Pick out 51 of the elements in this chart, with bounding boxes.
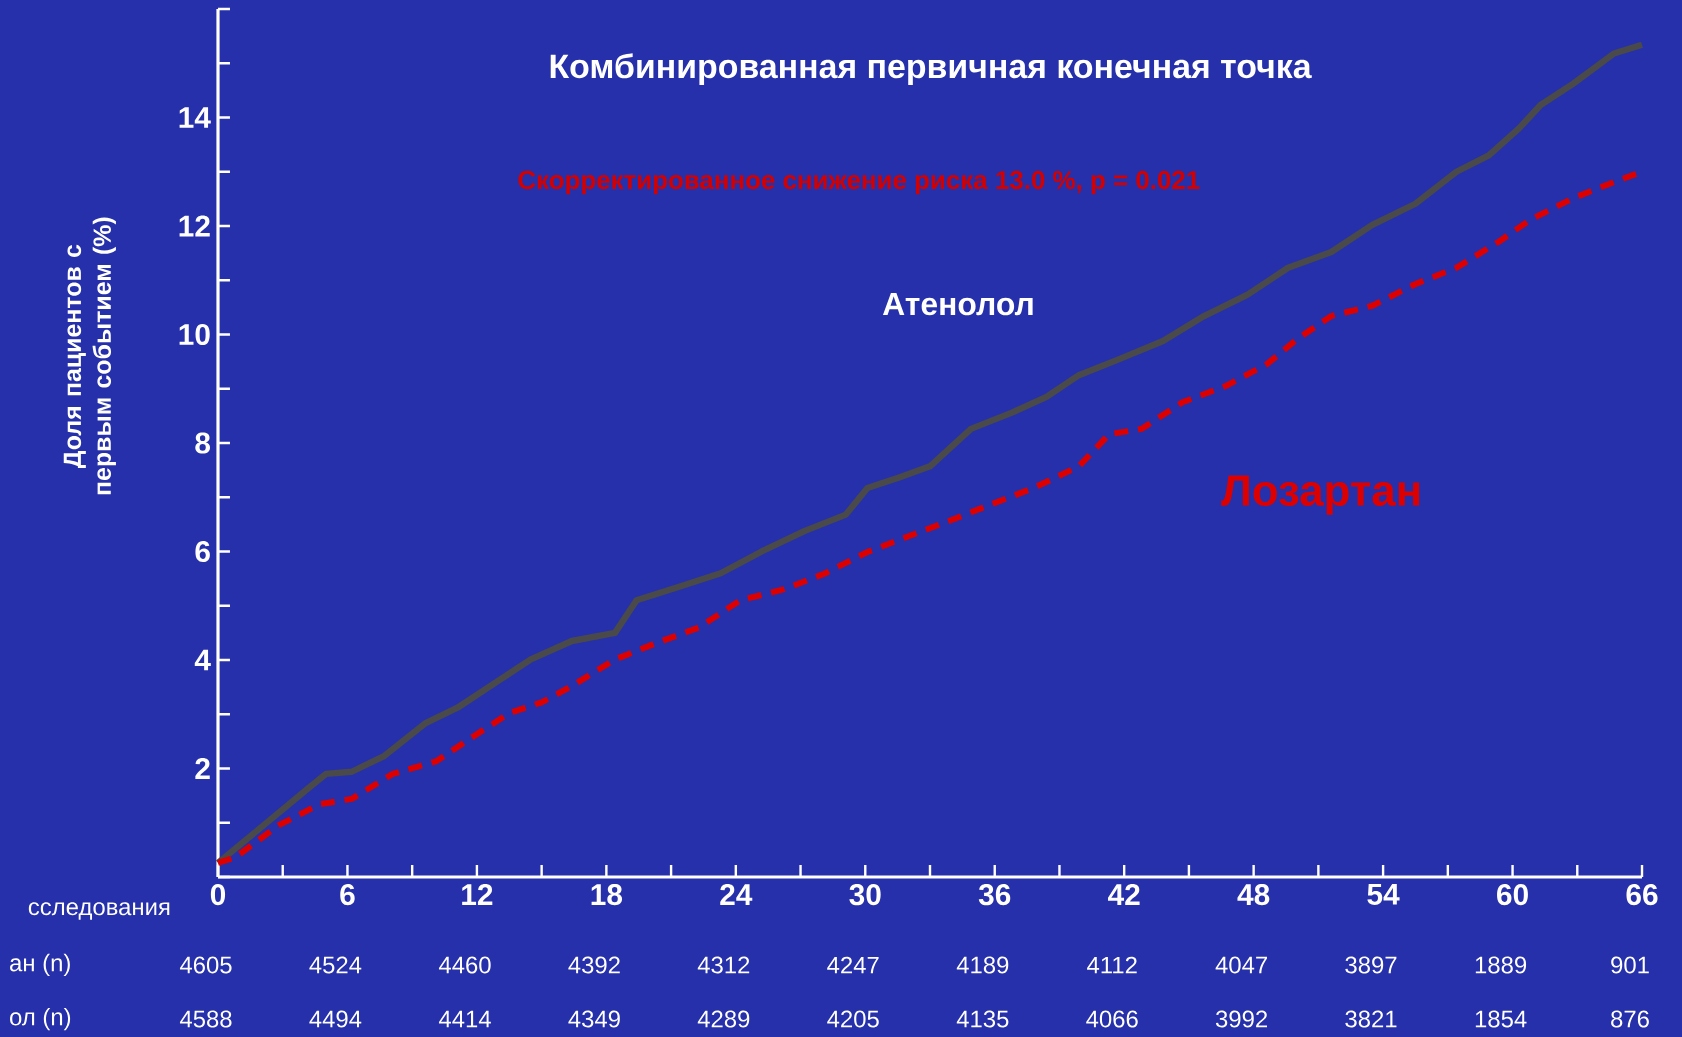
text: 4605 xyxy=(179,956,232,974)
text: 4135 xyxy=(956,1010,1009,1028)
text: 4349 xyxy=(568,1010,620,1028)
text: 4524 xyxy=(309,956,362,974)
text: 3992 xyxy=(1215,1010,1267,1028)
text: 4189 xyxy=(956,956,1009,974)
text: 4247 xyxy=(827,956,879,974)
x-tick-label: 30 xyxy=(849,884,881,906)
text: 3821 xyxy=(1345,1010,1397,1028)
text: 4494 xyxy=(309,1010,362,1028)
text: 4312 xyxy=(697,956,750,974)
y-tick-label: 8 xyxy=(195,432,211,454)
x-tick-label: 36 xyxy=(978,884,1011,906)
text: 3897 xyxy=(1345,956,1397,974)
y-axis-title: Доля пациентов с первым событием (%) xyxy=(63,217,116,495)
x-tick-label: 0 xyxy=(210,884,226,906)
x-axis-title: сследования xyxy=(28,902,170,920)
x-tick-label: 66 xyxy=(1626,884,1658,906)
text: Комбинированная первичная конечная точка xyxy=(550,53,1312,86)
text: 4205 xyxy=(827,1010,879,1028)
text: ан (n) xyxy=(10,953,70,977)
text: 901 xyxy=(1611,956,1649,974)
y-tick-label: 2 xyxy=(195,758,210,779)
text: 1889 xyxy=(1475,956,1527,974)
y-tick-label: 14 xyxy=(179,107,211,128)
y-tick-label: 10 xyxy=(179,323,210,346)
text: 4460 xyxy=(438,956,491,974)
text: Атенолол xyxy=(882,292,1033,316)
text: 4047 xyxy=(1215,956,1267,974)
text: 876 xyxy=(1611,1010,1649,1028)
x-tick-label: 24 xyxy=(720,884,753,905)
text: 1854 xyxy=(1475,1010,1527,1028)
text: 4289 xyxy=(697,1010,750,1028)
y-tick-label: 6 xyxy=(195,540,210,563)
text: 4392 xyxy=(568,956,620,974)
x-tick-label: 60 xyxy=(1497,884,1528,906)
text: ол (n) xyxy=(10,1007,71,1031)
series-label: Лозартан xyxy=(1221,475,1420,515)
y-tick-label: 12 xyxy=(179,215,210,237)
text: 4112 xyxy=(1087,956,1137,974)
text: 4414 xyxy=(438,1010,491,1028)
x-tick-label: 54 xyxy=(1367,884,1400,905)
x-tick-label: 42 xyxy=(1108,884,1140,905)
text: Скорректированное снижение риска 13.0 %, p = 0.021 xyxy=(518,170,1200,195)
x-tick-label: 18 xyxy=(591,884,623,906)
y-tick-label: 4 xyxy=(194,649,211,671)
x-tick-label: 12 xyxy=(462,884,493,905)
text: 4066 xyxy=(1086,1010,1138,1028)
x-tick-label: 48 xyxy=(1237,884,1270,906)
x-tick-label: 6 xyxy=(340,884,355,906)
text: 4588 xyxy=(179,1010,232,1028)
